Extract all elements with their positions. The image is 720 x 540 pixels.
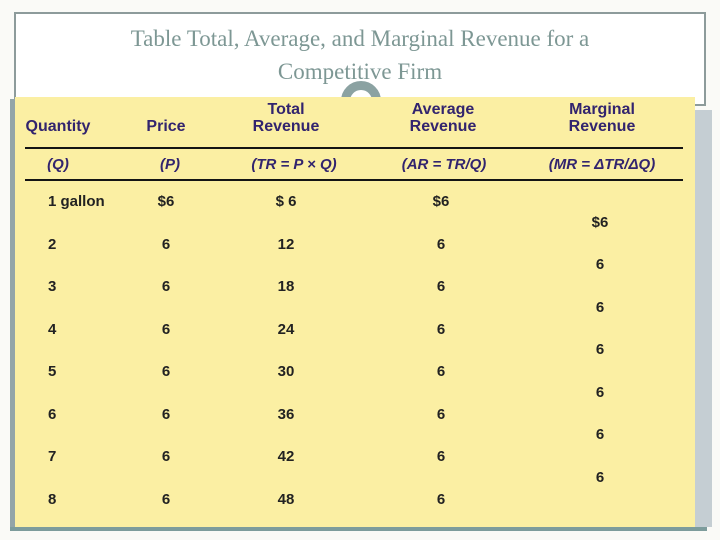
column-formula: (AR = TR/Q) <box>401 156 487 173</box>
table-cell-price: 6 <box>161 236 171 253</box>
table-cell-total_revenue: $ 6 <box>275 193 297 210</box>
table-cell-marginal_revenue: 6 <box>595 384 605 401</box>
slide-title: Table Total, Average, and Marginal Reven… <box>16 22 704 88</box>
column-formula: (MR = ΔTR/ΔQ) <box>548 156 656 173</box>
table-cell-marginal_revenue: $6 <box>591 214 609 231</box>
table-cell-total_revenue: 42 <box>277 448 295 465</box>
table-cell-quantity: 2 <box>48 236 57 253</box>
column-formula: (Q) <box>47 156 69 173</box>
table-cell-price: 6 <box>161 448 171 465</box>
column-header: Quantity <box>25 118 91 135</box>
table-cell-average_revenue: 6 <box>436 278 446 295</box>
table-cell-average_revenue: 6 <box>436 491 446 508</box>
table-cell-marginal_revenue: 6 <box>595 426 605 443</box>
table-cell-average_revenue: 6 <box>436 448 446 465</box>
table-cell-price: 6 <box>161 278 171 295</box>
left-border-strip <box>10 99 15 528</box>
table-cell-total_revenue: 12 <box>277 236 295 253</box>
table-cell-average_revenue: 6 <box>436 321 446 338</box>
table-cell-total_revenue: 36 <box>277 406 295 423</box>
header-rule-bottom <box>25 179 683 181</box>
table-cell-marginal_revenue: 6 <box>595 256 605 273</box>
slide-title-line2: Competitive Firm <box>277 59 443 84</box>
table-cell-marginal_revenue: 6 <box>595 341 605 358</box>
bottom-border-strip <box>10 527 707 531</box>
slide-title-line1: Table Total, Average, and Marginal Reven… <box>130 26 590 51</box>
column-header: Total Revenue <box>252 101 320 135</box>
table-cell-average_revenue: 6 <box>436 406 446 423</box>
table-cell-marginal_revenue: 6 <box>595 299 605 316</box>
table-drop-shadow <box>695 110 712 527</box>
column-formula: (P) <box>160 156 180 173</box>
column-header: Marginal Revenue <box>568 101 636 135</box>
table-cell-average_revenue: 6 <box>436 363 446 380</box>
revenue-table: Quantity Price Total Revenue Average Revenu… <box>15 97 695 527</box>
column-formula: (TR = P × Q) <box>251 156 337 173</box>
column-header: Price <box>146 118 186 135</box>
table-cell-quantity: 3 <box>48 278 57 295</box>
table-cell-quantity: 4 <box>48 321 57 338</box>
table-cell-price: 6 <box>161 406 171 423</box>
header-rule-top <box>25 147 683 149</box>
table-cell-total_revenue: 24 <box>277 321 295 338</box>
column-header: Average Revenue <box>409 101 477 135</box>
table-cell-quantity: 8 <box>48 491 57 508</box>
table-cell-price: 6 <box>161 491 171 508</box>
table-cell-total_revenue: 30 <box>277 363 295 380</box>
table-cell-average_revenue: 6 <box>436 236 446 253</box>
table-cell-quantity: 7 <box>48 448 57 465</box>
table-cell-price: $6 <box>157 193 175 210</box>
table-cell-price: 6 <box>161 321 171 338</box>
table-cell-total_revenue: 48 <box>277 491 295 508</box>
table-cell-marginal_revenue: 6 <box>595 469 605 486</box>
table-cell-average_revenue: $6 <box>432 193 450 210</box>
table-cell-total_revenue: 18 <box>277 278 295 295</box>
table-cell-price: 6 <box>161 363 171 380</box>
table-cell-quantity: 5 <box>48 363 57 380</box>
table-cell-quantity: 1 gallon <box>48 193 105 210</box>
table-cell-quantity: 6 <box>48 406 57 423</box>
